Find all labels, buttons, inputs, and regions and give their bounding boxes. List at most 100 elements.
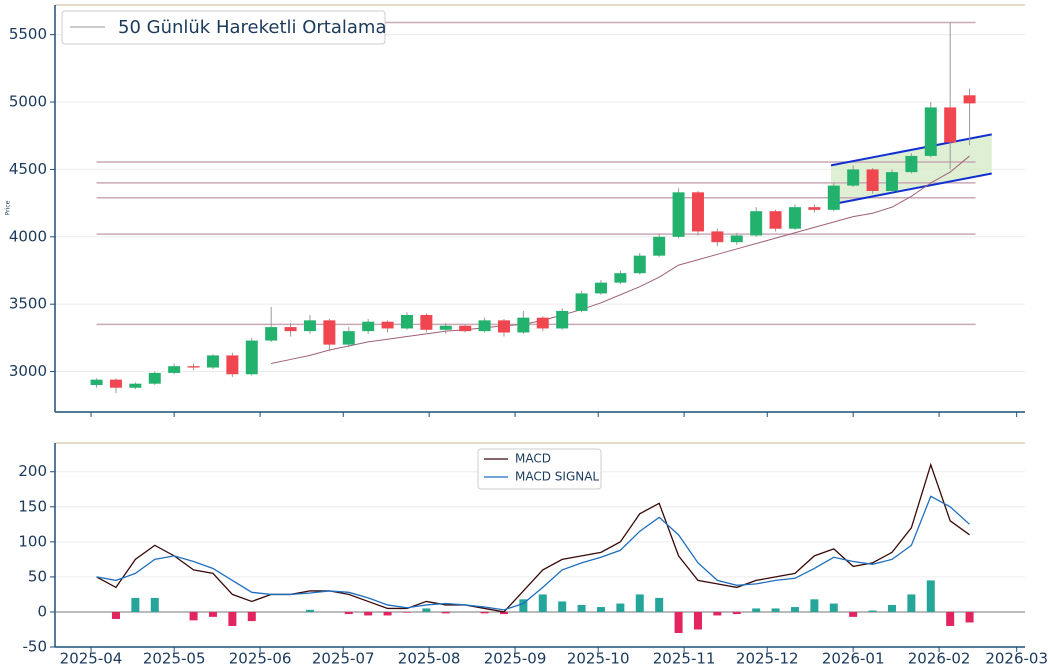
histogram-bar <box>810 599 819 612</box>
histogram-bar <box>441 611 450 614</box>
moving-average <box>271 155 970 364</box>
candle-body <box>459 325 472 332</box>
candle-body <box>808 207 821 210</box>
x-tick-label: 2025-08 <box>398 650 461 668</box>
histogram-bar <box>965 611 974 623</box>
legend-label: MACD SIGNAL <box>515 470 599 484</box>
histogram-bar <box>344 611 353 615</box>
histogram-bar <box>635 594 644 612</box>
candle-body <box>633 255 646 274</box>
legend-box <box>61 10 386 45</box>
histogram-bar <box>693 611 702 630</box>
x-tick-label: 2025-11 <box>653 650 716 668</box>
candle-body <box>381 321 394 329</box>
histogram-bar <box>480 611 489 614</box>
candle-body <box>245 340 258 375</box>
histogram-bar <box>131 597 140 612</box>
candle-body <box>109 379 122 388</box>
histogram-bar <box>616 603 625 612</box>
candle-body <box>323 320 336 345</box>
candle-body <box>769 211 782 229</box>
histogram-bar <box>868 610 877 612</box>
histogram-bar <box>305 609 314 612</box>
histogram-bar <box>228 611 237 626</box>
histogram-bar <box>674 611 683 633</box>
histogram-bar <box>790 607 799 612</box>
legend-label: MACD <box>515 452 551 466</box>
candle-body <box>90 379 103 386</box>
histogram-bar <box>907 594 916 612</box>
candle-body <box>497 320 510 333</box>
histogram-bar <box>655 597 664 612</box>
y-tick-label: 3500 <box>9 295 47 313</box>
y-tick-label: 0 <box>37 602 47 620</box>
histogram-bar <box>519 599 528 612</box>
histogram-bar <box>111 611 120 619</box>
histogram-bar <box>926 580 935 612</box>
histogram-bar <box>364 611 373 616</box>
x-tick-label: 2025-04 <box>60 650 123 668</box>
candle-body <box>168 366 181 373</box>
candle-body <box>750 211 763 236</box>
y-tick-label: 100 <box>18 532 47 550</box>
candle-body <box>847 169 860 186</box>
legend-box <box>477 448 602 490</box>
candle-body <box>556 310 569 329</box>
candle-body <box>614 273 627 283</box>
candle-body <box>400 314 413 329</box>
histogram-bar <box>208 611 217 617</box>
candle-body <box>963 95 976 104</box>
candle-body <box>303 320 316 332</box>
y-tick-label: 4000 <box>9 227 47 245</box>
histogram-bar <box>732 611 741 615</box>
histogram-bar <box>499 611 508 615</box>
candle-body <box>924 107 937 156</box>
candle-body <box>439 325 452 330</box>
candle-body <box>478 320 491 332</box>
candle-body <box>827 185 840 210</box>
candle-body <box>342 331 355 345</box>
histogram-bar <box>402 611 411 613</box>
channel-lower <box>830 172 992 206</box>
y-tick-label: 5000 <box>9 93 47 111</box>
candle-body <box>594 282 607 294</box>
x-tick-label: 2025-07 <box>312 650 375 668</box>
y-tick-label: 50 <box>28 567 47 585</box>
legend-label: 50 Günlük Hareketli Ortalama <box>118 17 386 38</box>
histogram-bar <box>887 604 896 612</box>
candle-body <box>672 192 685 237</box>
histogram-bar <box>150 597 159 612</box>
candle-body <box>575 293 588 311</box>
candle-body <box>691 192 704 232</box>
x-tick-label: 2025-12 <box>736 650 799 668</box>
y-axis-label: Price <box>5 200 12 215</box>
histogram-bar <box>422 608 431 612</box>
candle-body <box>885 172 898 191</box>
x-tick-label: 2026-03 <box>985 650 1048 668</box>
y-tick-label: 200 <box>18 462 47 480</box>
x-tick-label: 2025-06 <box>229 650 292 668</box>
candle-body <box>536 317 549 329</box>
x-tick-label: 2025-09 <box>484 650 547 668</box>
x-tick-label: 2025-05 <box>143 650 206 668</box>
histogram-bar <box>247 611 256 622</box>
x-tick-label: 2025-10 <box>567 650 630 668</box>
candle-body <box>187 366 200 368</box>
candle-body <box>284 327 297 332</box>
histogram-bar <box>849 611 858 617</box>
candle-body <box>944 107 957 143</box>
histogram-bar <box>771 608 780 612</box>
candle-body <box>653 236 666 256</box>
y-tick-label: -50 <box>23 638 48 656</box>
candle-body <box>148 372 161 384</box>
candle-body <box>420 314 433 330</box>
macd-line <box>96 495 971 611</box>
candle-body <box>517 317 530 333</box>
histogram-bar <box>383 611 392 616</box>
histogram-bar <box>189 611 198 621</box>
histogram-bar <box>713 611 722 616</box>
channel-upper <box>830 133 992 167</box>
candle-body <box>730 235 743 243</box>
histogram-bar <box>538 594 547 612</box>
